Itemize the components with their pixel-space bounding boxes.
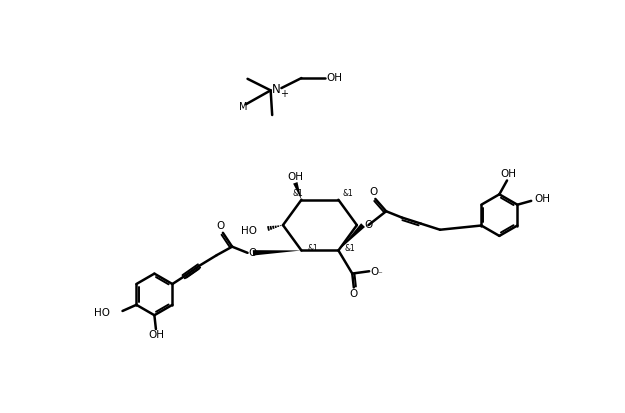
Text: &1: &1: [344, 244, 356, 254]
Text: &1: &1: [308, 244, 318, 254]
Text: &1: &1: [292, 189, 303, 198]
Text: O: O: [249, 248, 257, 258]
Text: M: M: [239, 102, 248, 112]
Text: OH: OH: [288, 172, 303, 182]
Text: OH: OH: [501, 169, 517, 178]
Polygon shape: [253, 250, 301, 256]
Text: O: O: [369, 187, 377, 197]
Text: OH: OH: [148, 330, 164, 340]
Polygon shape: [293, 182, 301, 200]
Text: HO: HO: [241, 225, 257, 235]
Text: N: N: [272, 83, 281, 96]
Text: HO: HO: [94, 308, 110, 318]
Text: O: O: [364, 220, 372, 230]
Text: ⁻: ⁻: [378, 270, 382, 279]
Text: OH: OH: [534, 195, 550, 204]
Text: &1: &1: [342, 189, 353, 198]
Text: O: O: [349, 289, 358, 299]
Text: +: +: [280, 89, 288, 99]
Polygon shape: [338, 223, 365, 250]
Text: OH: OH: [326, 73, 342, 83]
Text: O: O: [371, 267, 379, 277]
Text: O: O: [216, 221, 225, 231]
